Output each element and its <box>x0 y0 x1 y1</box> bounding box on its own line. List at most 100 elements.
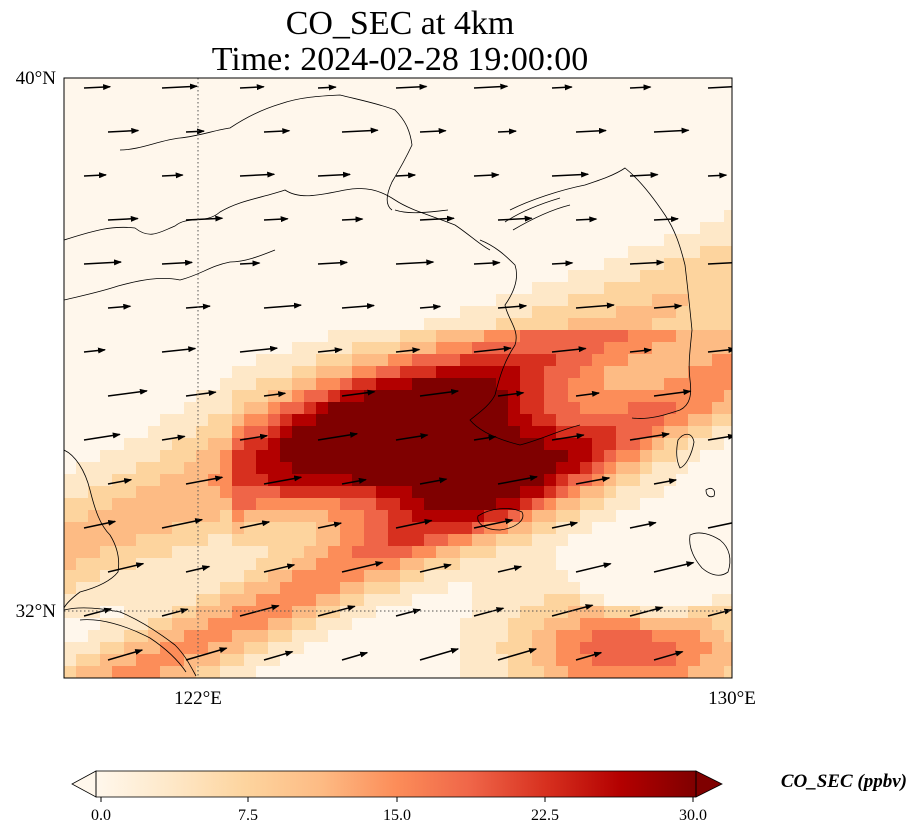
field-cell <box>592 450 605 463</box>
field-cell <box>436 138 449 151</box>
field-cell <box>184 150 197 163</box>
field-cell <box>316 270 329 283</box>
field-cell <box>100 222 113 235</box>
field-cell <box>100 450 113 463</box>
field-cell <box>544 438 557 451</box>
field-cell <box>388 390 401 403</box>
field-cell <box>208 534 221 547</box>
field-cell <box>448 174 461 187</box>
field-cell <box>424 330 437 343</box>
field-cell <box>508 78 521 91</box>
field-cell <box>88 654 101 667</box>
field-cell <box>388 270 401 283</box>
field-cell <box>328 666 341 678</box>
field-cell <box>256 162 269 175</box>
field-cell <box>184 426 197 439</box>
field-cell <box>196 390 209 403</box>
field-cell <box>496 570 509 583</box>
field-cell <box>352 426 365 439</box>
field-cell <box>496 474 509 487</box>
field-cell <box>148 150 161 163</box>
field-cell <box>112 402 125 415</box>
field-cell <box>148 114 161 127</box>
field-cell <box>76 330 89 343</box>
field-cell <box>568 126 581 139</box>
field-cell <box>316 534 329 547</box>
field-cell <box>364 174 377 187</box>
field-cell <box>652 78 665 91</box>
field-cell <box>196 234 209 247</box>
field-cell <box>460 174 473 187</box>
field-cell <box>172 486 185 499</box>
field-cell <box>268 222 281 235</box>
field-cell <box>244 318 257 331</box>
field-cell <box>520 102 533 115</box>
field-cell <box>712 654 725 667</box>
field-cell <box>148 210 161 223</box>
field-cell <box>88 342 101 355</box>
colorbar-tick-1: 7.5 <box>238 807 258 824</box>
field-cell <box>592 378 605 391</box>
field-cell <box>580 234 593 247</box>
field-cell <box>424 534 437 547</box>
wind-arrow <box>473 518 514 529</box>
field-cell <box>280 498 293 511</box>
field-cell <box>484 390 497 403</box>
field-cell <box>232 522 245 535</box>
field-cell <box>460 378 473 391</box>
field-cell <box>268 474 281 487</box>
field-cell <box>388 342 401 355</box>
field-cell <box>376 126 389 139</box>
field-cell <box>532 594 545 607</box>
field-cell <box>136 666 149 678</box>
wind-arrow <box>419 128 447 135</box>
field-cell <box>184 486 197 499</box>
wind-arrow <box>419 647 460 661</box>
field-cell <box>100 498 113 511</box>
field-cell <box>148 582 161 595</box>
field-cell <box>304 546 317 559</box>
field-cell <box>124 438 137 451</box>
field-cell <box>472 522 485 535</box>
field-cell <box>100 330 113 343</box>
field-cell <box>628 330 641 343</box>
field-cell <box>496 450 509 463</box>
field-cell <box>64 306 77 319</box>
field-cell <box>460 462 473 475</box>
field-cell <box>352 114 365 127</box>
field-cell <box>352 138 365 151</box>
field-cell <box>712 666 725 678</box>
field-cell <box>76 582 89 595</box>
field-cell <box>244 90 257 103</box>
field-cell <box>568 618 581 631</box>
wind-arrow <box>263 563 296 573</box>
field-cell <box>424 174 437 187</box>
field-cell <box>712 282 725 295</box>
field-cell <box>688 378 701 391</box>
field-cell <box>64 174 77 187</box>
field-cell <box>220 354 233 367</box>
field-cell <box>664 666 677 678</box>
field-cell <box>280 522 293 535</box>
field-cell <box>688 342 701 355</box>
field-cell <box>628 498 641 511</box>
field-cell <box>400 282 413 295</box>
field-cell <box>544 534 557 547</box>
field-cell <box>484 162 497 175</box>
field-cell <box>76 342 89 355</box>
wind-arrow <box>497 647 538 661</box>
wind-arrow <box>497 215 533 222</box>
field-cell <box>544 234 557 247</box>
field-cell <box>88 414 101 427</box>
field-cell <box>196 522 209 535</box>
field-cell <box>328 438 341 451</box>
field-cell <box>652 150 665 163</box>
field-cell <box>352 666 365 678</box>
field-cell <box>460 510 473 523</box>
field-cell <box>184 138 197 151</box>
field-cell <box>412 114 425 127</box>
field-cell <box>304 378 317 391</box>
field-cell <box>628 354 641 367</box>
field-cell <box>652 246 665 259</box>
field-cell <box>352 414 365 427</box>
